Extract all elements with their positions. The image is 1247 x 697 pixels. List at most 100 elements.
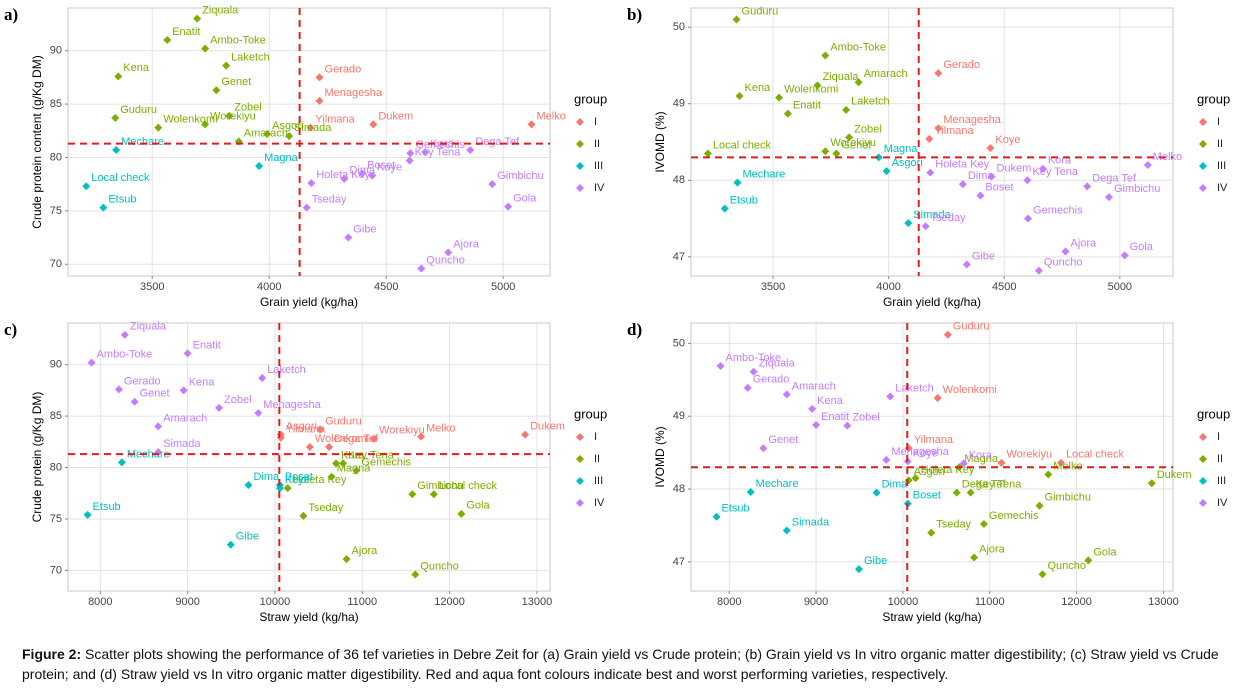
- point: [130, 397, 139, 406]
- point-label: Gimbichu: [1114, 183, 1160, 195]
- point-label: Local check: [439, 480, 498, 492]
- point-label: Gola: [1093, 546, 1117, 558]
- point-label: Yilmana: [934, 125, 974, 137]
- point-label: Dukem: [1157, 469, 1192, 481]
- point: [163, 36, 172, 45]
- point: [703, 149, 712, 158]
- point-label: Enatit: [172, 26, 200, 38]
- point: [226, 540, 235, 549]
- x-tick-label: 8000: [717, 596, 741, 608]
- legend-label: II: [1217, 138, 1223, 150]
- point: [812, 420, 821, 429]
- point-label: Ambo-Toke: [726, 352, 782, 364]
- point: [987, 172, 996, 181]
- point: [325, 442, 334, 451]
- point: [1044, 470, 1053, 479]
- point-label: Gerado: [943, 59, 980, 71]
- point-label: Gola: [466, 500, 490, 512]
- point-label: Key Tena: [976, 479, 1023, 491]
- x-tick-label: 11000: [975, 596, 1005, 608]
- point-label: Yilmana: [914, 434, 954, 446]
- point-label: Zobel: [852, 412, 880, 424]
- point: [421, 148, 430, 157]
- point-label: Key Tena: [1032, 166, 1079, 178]
- legend-label: I: [594, 431, 597, 443]
- point-label: Dima: [968, 170, 995, 182]
- point-label: Gimbichu: [417, 480, 463, 492]
- point: [1056, 458, 1065, 467]
- point: [527, 120, 536, 129]
- y-axis-label: Crude protein (g/Kg DM): [30, 392, 44, 523]
- point-label: Worekiyu: [830, 137, 876, 149]
- point-label: Laketch: [231, 52, 270, 64]
- point-label: Asgori: [914, 466, 945, 478]
- panel-label: c): [4, 320, 17, 339]
- point: [749, 367, 758, 376]
- point: [966, 488, 975, 497]
- point-label: Asgori: [892, 157, 923, 169]
- point: [488, 180, 497, 189]
- point-label: Etsub: [730, 195, 758, 207]
- legend-label: I: [1217, 431, 1220, 443]
- x-tick-label: 4000: [876, 281, 900, 293]
- point-label: Genet: [221, 76, 251, 88]
- legend-symbol: [576, 477, 584, 485]
- point: [417, 432, 426, 441]
- point-label: Kena: [817, 395, 844, 407]
- point: [959, 459, 968, 468]
- point: [332, 459, 341, 468]
- point-label: Wolenkomi: [315, 433, 369, 445]
- point-label: Ajora: [352, 545, 379, 557]
- point-label: Gola: [513, 193, 537, 205]
- point-label: Key Tena: [348, 449, 395, 461]
- point-label: Gerado: [124, 375, 161, 387]
- point-label: Ziquala: [202, 5, 239, 17]
- legend-label: III: [594, 160, 603, 172]
- point-label: Enatit: [793, 100, 821, 112]
- point: [201, 120, 210, 129]
- point: [921, 222, 930, 231]
- point: [339, 459, 348, 468]
- caption-label: Figure 2:: [22, 646, 82, 662]
- point-label: Tseday: [936, 519, 971, 531]
- point-label: Holeta Key: [293, 474, 347, 486]
- y-tick-label: 90: [50, 45, 62, 57]
- y-tick-label: 80: [50, 461, 62, 473]
- point: [925, 134, 934, 143]
- point-label: Zobel: [854, 123, 882, 135]
- point-label: Boset: [285, 471, 313, 483]
- point: [759, 444, 768, 453]
- point-label: Worekiyu: [379, 425, 425, 437]
- point-label: Guduru: [120, 104, 157, 116]
- point-label: Dukem: [997, 162, 1032, 174]
- point: [782, 526, 791, 535]
- legend-symbol: [1199, 433, 1207, 441]
- point-label: Amarach: [792, 380, 836, 392]
- point-label: Local check: [91, 172, 150, 184]
- x-tick-label: 9000: [175, 596, 199, 608]
- point: [358, 169, 367, 178]
- point-label: Magna: [337, 463, 372, 475]
- point: [87, 358, 96, 367]
- point: [457, 509, 466, 518]
- point-label: Wolenkomi: [943, 384, 997, 396]
- legend-label: I: [594, 116, 597, 128]
- point: [254, 409, 263, 418]
- point: [952, 488, 961, 497]
- point-label: Menagesha: [325, 87, 383, 99]
- point-label: Simada: [792, 516, 830, 528]
- point-label: Ajora: [1071, 237, 1098, 249]
- legend-symbol: [576, 455, 584, 463]
- point-label: Dima: [253, 471, 280, 483]
- point: [120, 330, 129, 339]
- y-axis-label: Crude protein content (g/Kg DM): [30, 55, 44, 228]
- point-label: Asgori: [272, 120, 303, 132]
- point: [417, 264, 426, 273]
- point: [340, 174, 349, 183]
- point: [154, 422, 163, 431]
- legend-label: IV: [594, 182, 605, 194]
- y-tick-label: 50: [673, 21, 685, 33]
- y-axis-label: IVOMD (%): [653, 111, 667, 172]
- legend-symbol: [1199, 162, 1207, 170]
- plot-area: [67, 322, 551, 592]
